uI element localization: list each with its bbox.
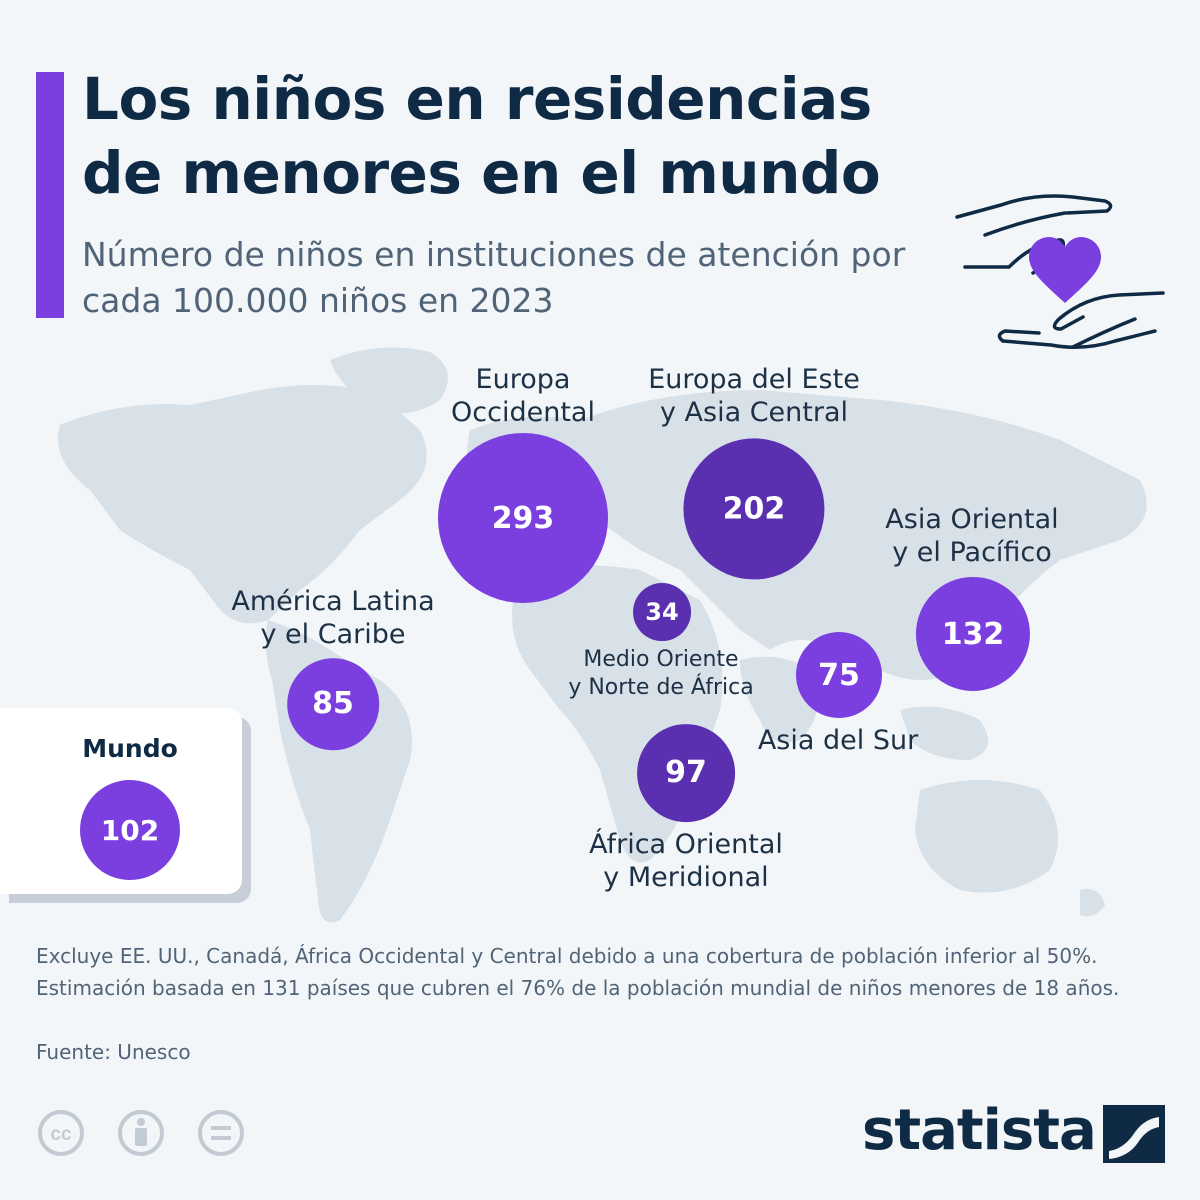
bubble-medio-oriente: 34 (633, 583, 691, 641)
bubble-value: 97 (665, 755, 707, 791)
bubble-value: 34 (645, 598, 679, 626)
label-europa-occidental: Europa Occidental (451, 364, 595, 428)
cc-icon[interactable]: cc (38, 1110, 84, 1156)
label-europa-este: Europa del Este y Asia Central (648, 364, 860, 428)
world-bubble: 102 (80, 780, 180, 880)
label-asia-sur: Asia del Sur (757, 725, 919, 756)
no-derivatives-icon[interactable] (198, 1110, 244, 1156)
bubble-value: 202 (722, 491, 786, 527)
world-card: Mundo 102 (0, 708, 242, 894)
page-title: Los niños en residencias de menores en e… (82, 65, 881, 207)
bubble-asia-oriental: 132 (915, 576, 1031, 692)
bubble-value: 132 (941, 616, 1005, 652)
label-america-latina: América Latina y el Caribe (231, 586, 435, 650)
hands-heart-icon (955, 194, 1165, 349)
bubble-america-latina: 85 (287, 658, 379, 750)
bubble-value: 85 (312, 686, 354, 722)
statista-logo-icon[interactable] (1103, 1105, 1165, 1163)
bubble-value: 75 (818, 657, 860, 693)
license-icons: cc (38, 1110, 244, 1156)
accent-bar (36, 72, 64, 318)
footnote: Excluye EE. UU., Canadá, África Occident… (36, 944, 1120, 1000)
label-medio-oriente: Medio Oriente y Norte de África (568, 647, 754, 700)
label-africa-oriental: África Oriental y Meridional (589, 829, 783, 893)
label-asia-oriental: Asia Oriental y el Pacífico (885, 504, 1059, 568)
bubble-africa-oriental: 97 (637, 724, 735, 822)
svg-text:cc: cc (50, 1124, 72, 1145)
bubble-europa-este: 202 (683, 438, 825, 580)
world-value: 102 (100, 813, 160, 847)
world-label: Mundo (82, 734, 178, 763)
attribution-icon[interactable] (118, 1110, 164, 1156)
bubble-europa-occidental: 293 (438, 433, 608, 603)
bubble-asia-sur: 75 (796, 632, 882, 718)
source: Fuente: Unesco (36, 1040, 191, 1064)
bubble-value: 293 (491, 500, 555, 536)
page-subtitle: Número de niños en instituciones de aten… (82, 235, 906, 320)
brand-wordmark[interactable]: statista (862, 1098, 1097, 1163)
